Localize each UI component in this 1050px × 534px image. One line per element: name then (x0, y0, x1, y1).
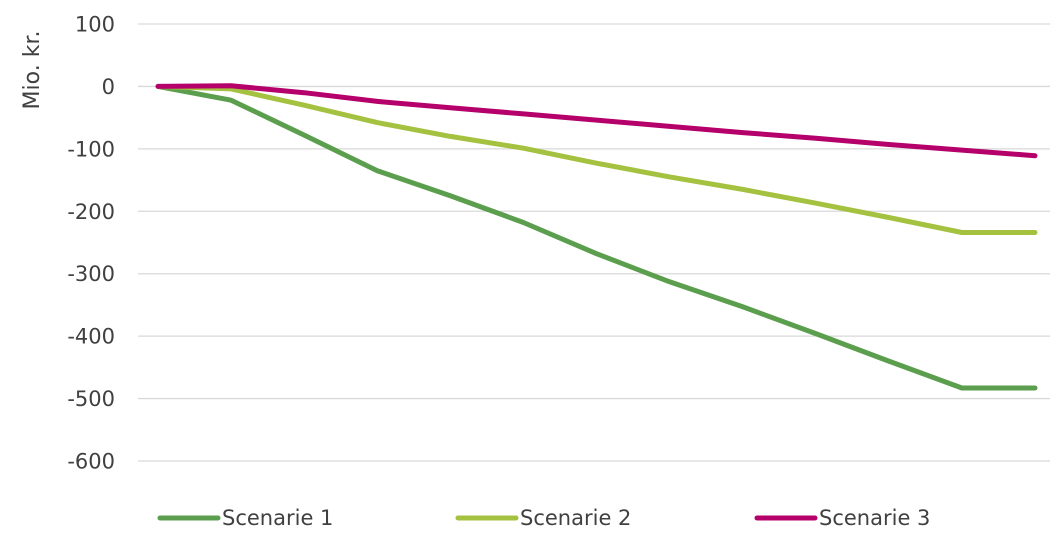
y-tick-label: 100 (75, 13, 115, 37)
y-tick-label: -500 (67, 387, 115, 411)
y-tick-label: 0 (102, 75, 115, 99)
y-tick-label: -400 (67, 325, 115, 349)
series-line-scenarie-3 (155, 83, 1038, 159)
series-line-scenarie-1 (155, 83, 1038, 391)
legend-label: Scenarie 3 (819, 506, 930, 530)
y-axis-label: Mio. kr. (20, 31, 45, 110)
series-line-scenarie-2 (155, 83, 1038, 235)
y-tick-label: -300 (67, 262, 115, 286)
y-tick-label: -600 (67, 450, 115, 474)
series-lines (155, 83, 1038, 391)
y-tick-label: -100 (67, 137, 115, 161)
legend-label: Scenarie 1 (222, 506, 333, 530)
legend: Scenarie 1 Scenarie 2 Scenarie 3 (157, 506, 930, 530)
gridlines (138, 23, 1050, 462)
y-axis-tick-labels: 100 0 -100 -200 -300 -400 -500 -600 (67, 13, 115, 474)
y-tick-label: -200 (67, 200, 115, 224)
legend-label: Scenarie 2 (520, 506, 631, 530)
